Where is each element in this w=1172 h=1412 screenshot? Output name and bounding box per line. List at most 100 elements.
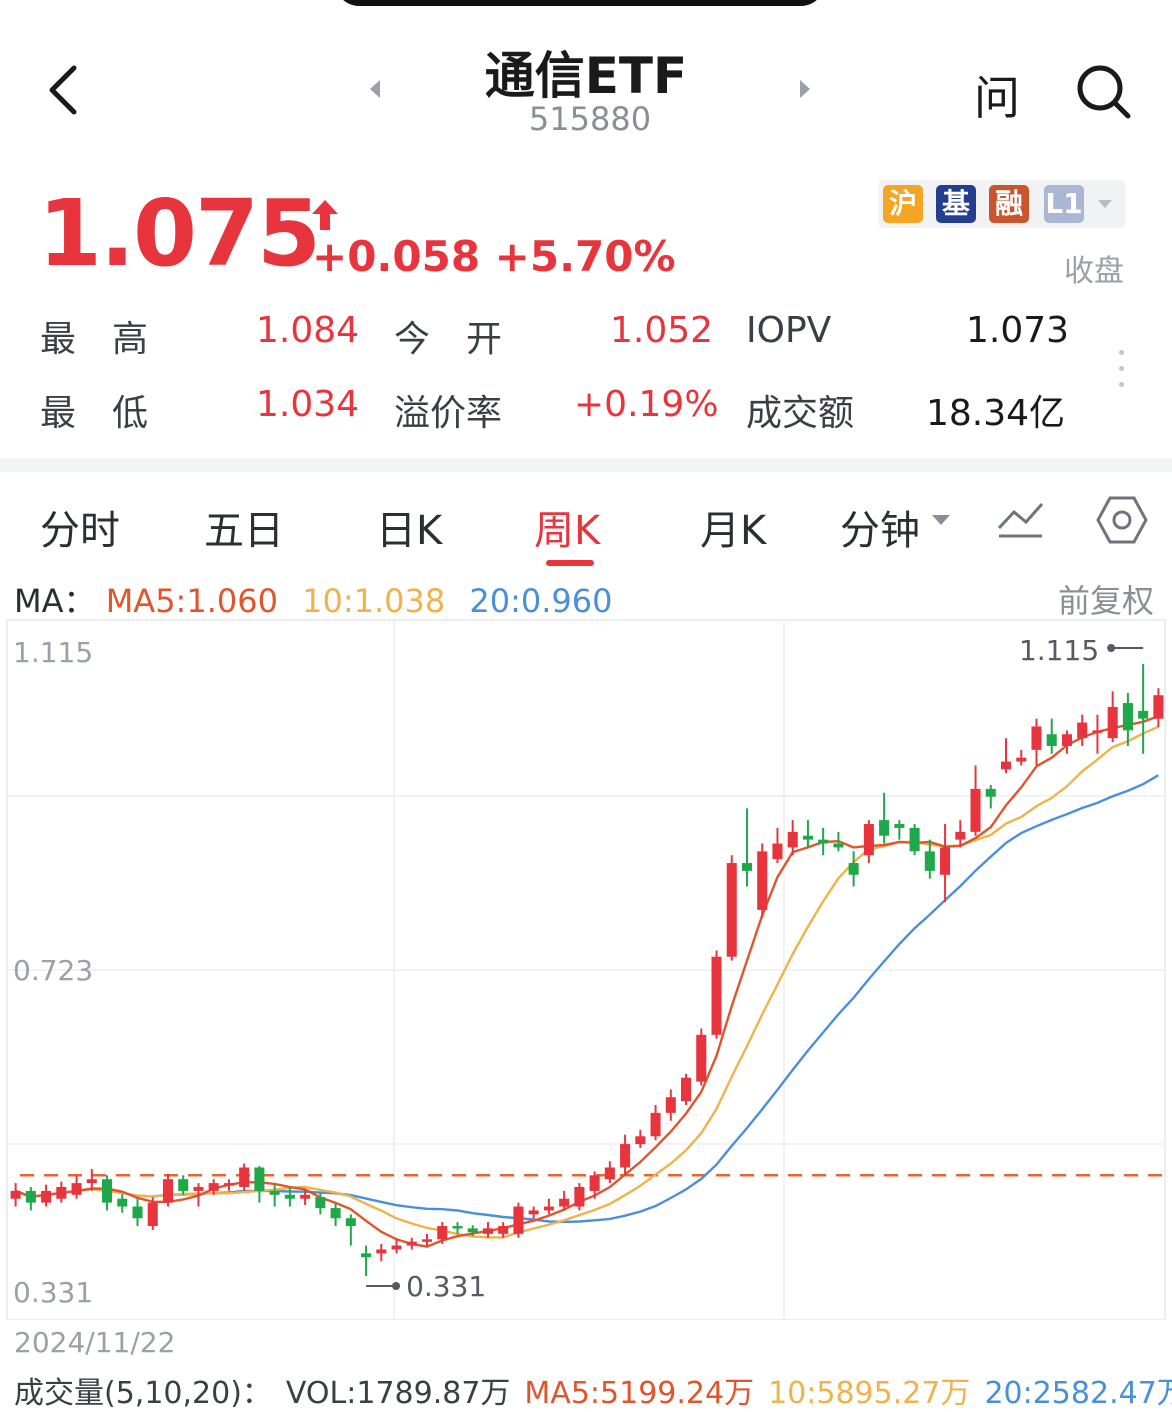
candle <box>543 1198 554 1215</box>
candle <box>879 792 890 844</box>
candle <box>574 1183 585 1211</box>
candle <box>513 1202 524 1238</box>
premium-label: 溢价率 <box>394 393 503 434</box>
candle <box>361 1245 372 1276</box>
candle <box>406 1237 417 1250</box>
candle <box>284 1187 295 1207</box>
candle <box>117 1194 128 1213</box>
premium-value: +0.19% <box>574 384 719 425</box>
settings-icon[interactable] <box>1096 494 1148 546</box>
active-tab-indicator <box>546 560 594 566</box>
candlestick-chart[interactable]: 1.115 0.723 0.331 1.115 0.331 <box>0 612 1172 1320</box>
candle-body <box>391 1245 402 1250</box>
candle-body <box>1077 722 1088 739</box>
more-dots-icon[interactable] <box>1119 350 1125 394</box>
up-arrow-icon <box>312 200 338 230</box>
candle-body <box>86 1179 97 1184</box>
last-price: 1.075 <box>38 180 321 287</box>
candle-body <box>894 824 905 828</box>
market-badges[interactable]: 沪 基 融 L1 <box>878 180 1126 228</box>
candle-body <box>1092 730 1103 733</box>
candle-body <box>1107 706 1118 739</box>
candle-body <box>681 1077 692 1102</box>
candle-body <box>1122 703 1133 731</box>
candle <box>269 1184 280 1207</box>
tab-weekly-k[interactable]: 周K <box>534 508 601 554</box>
candle-body <box>467 1228 478 1233</box>
next-stock-arrow-icon[interactable] <box>800 80 810 98</box>
back-icon[interactable] <box>42 62 92 118</box>
candle-body <box>543 1206 554 1211</box>
candle-body <box>650 1112 661 1137</box>
candle <box>681 1073 692 1106</box>
candle <box>10 1183 21 1207</box>
price-adjust-button[interactable]: 前复权 <box>1058 582 1155 620</box>
candle-body <box>437 1226 448 1240</box>
candle <box>818 827 829 856</box>
candle <box>1138 664 1149 754</box>
tab-monthly-k[interactable]: 月K <box>700 508 767 554</box>
candle-body <box>574 1187 585 1207</box>
candle-body <box>726 863 737 957</box>
candle-body <box>345 1218 356 1227</box>
candle-body <box>406 1241 417 1246</box>
candle <box>620 1134 631 1176</box>
candle <box>193 1183 204 1207</box>
volume-ma10: 10:5895.27万 <box>768 1376 971 1411</box>
candle-body <box>178 1179 189 1191</box>
candle-body <box>909 827 920 852</box>
tab-five-day[interactable]: 五日 <box>204 508 284 554</box>
indicator-lines-icon[interactable] <box>996 498 1046 540</box>
candle-body <box>818 839 829 844</box>
candle-body <box>985 788 996 797</box>
high-value: 1.084 <box>256 310 360 351</box>
candle <box>71 1175 82 1199</box>
section-divider <box>0 458 1172 472</box>
start-date-label: 2024/11/22 <box>14 1326 176 1359</box>
candle-body <box>223 1183 234 1186</box>
chevron-down-icon[interactable] <box>1098 200 1112 208</box>
candle <box>1077 714 1088 746</box>
candle-body <box>269 1190 280 1195</box>
iopv-label: IOPV <box>746 310 832 351</box>
candle <box>208 1179 219 1195</box>
candle-body <box>772 843 783 860</box>
volume-title: 成交量(5,10,20)： <box>14 1376 272 1411</box>
candle-body <box>757 851 768 910</box>
candle <box>833 831 844 852</box>
candle <box>726 855 737 961</box>
tab-daily-k[interactable]: 日K <box>376 508 443 554</box>
tab-minute[interactable]: 分钟 <box>840 508 920 554</box>
candle <box>452 1222 463 1234</box>
candle-body <box>147 1202 158 1227</box>
tab-intraday[interactable]: 分时 <box>40 508 120 554</box>
candle <box>300 1189 311 1205</box>
y-axis-mid-label: 0.723 <box>13 954 93 987</box>
candle-body <box>421 1239 433 1242</box>
candle-body <box>284 1194 295 1199</box>
candle <box>528 1206 539 1219</box>
ask-button[interactable]: 问 <box>974 71 1020 125</box>
candle-body <box>71 1183 82 1195</box>
low-label: 最 低 <box>40 393 149 434</box>
candle-body <box>787 831 798 848</box>
candle-body <box>1061 734 1072 746</box>
candle-body <box>833 843 844 848</box>
candle <box>498 1222 509 1238</box>
open-value: 1.052 <box>610 310 714 351</box>
candle <box>25 1187 36 1211</box>
chevron-down-icon[interactable] <box>932 515 950 525</box>
prev-stock-arrow-icon[interactable] <box>370 80 380 98</box>
search-icon[interactable] <box>1074 62 1134 122</box>
candle <box>1031 718 1042 766</box>
candle-body <box>620 1144 631 1168</box>
candle <box>665 1089 676 1121</box>
candle-body <box>376 1249 387 1254</box>
badge-shanghai: 沪 <box>883 185 923 223</box>
min-marker-dot <box>392 1282 401 1290</box>
candle <box>467 1225 478 1237</box>
ma20-value: 20:0.960 <box>469 582 613 620</box>
candle <box>376 1243 387 1262</box>
candle <box>787 820 798 856</box>
candle-body <box>711 956 722 1035</box>
